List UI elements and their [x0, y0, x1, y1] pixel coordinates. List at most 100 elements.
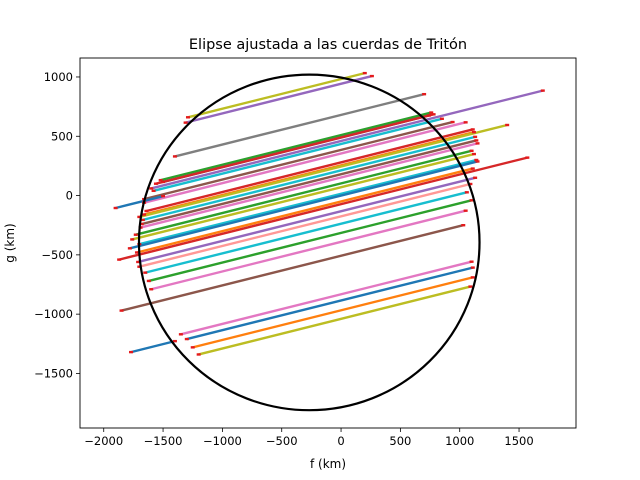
chord-32-start-marker [190, 346, 195, 349]
chord-line-12 [146, 128, 474, 213]
chord-13-end-marker [471, 130, 476, 134]
chord-line-11 [115, 194, 164, 210]
chord-4-end-marker [426, 114, 431, 117]
chord-lines [115, 71, 544, 356]
chord-28-start-marker [149, 288, 154, 291]
x-axis-label: f (km) [310, 457, 346, 471]
chord-7-end-marker [439, 117, 444, 120]
chord-1-end-marker [362, 71, 367, 75]
chord-21-end-marker [475, 160, 480, 163]
chord-22-end-marker [470, 167, 475, 170]
chord-15-end-marker [473, 135, 478, 139]
chord-line-24 [137, 176, 476, 264]
chord-line-17 [140, 142, 478, 229]
chord-15-start-marker [140, 218, 145, 222]
chord-18-start-marker [133, 233, 138, 236]
chord-9-end-marker [450, 120, 455, 124]
chord-33-end-marker [172, 339, 177, 343]
chord-line-34 [198, 285, 471, 356]
chord-19-start-marker [130, 238, 135, 241]
chord-13-start-marker [142, 213, 147, 216]
chord-14-start-marker [137, 215, 142, 219]
x-tick-label: 0 [337, 434, 344, 448]
chord-line-18 [135, 149, 472, 236]
plot-frame [79, 57, 577, 429]
y-tick-label: −1000 [34, 307, 73, 321]
chord-2-end-marker [369, 74, 374, 78]
chord-line-29 [121, 224, 464, 312]
chord-line-32 [192, 276, 474, 349]
chord-31-start-marker [184, 337, 189, 341]
chord-1-start-marker [185, 116, 190, 119]
chord-31-end-marker [470, 266, 475, 269]
chord-3-start-marker [158, 178, 163, 182]
chord-line-6 [150, 89, 544, 190]
chord-12-end-marker [470, 128, 475, 131]
chord-11-end-marker [161, 194, 166, 198]
chord-line-25 [139, 182, 471, 268]
chord-22-start-marker [134, 251, 139, 254]
fitted-ellipse [137, 73, 481, 412]
chord-32-end-marker [470, 276, 475, 279]
chord-28-end-marker [463, 209, 468, 212]
chord-line-28 [150, 209, 466, 291]
chord-29-start-marker [119, 309, 124, 312]
chord-16-start-marker [139, 222, 144, 226]
chord-line-2 [185, 74, 373, 124]
chord-line-9 [143, 120, 453, 201]
chord-30-end-marker [469, 260, 474, 263]
x-tick-label: −2000 [84, 434, 123, 448]
chord-27-start-marker [146, 279, 151, 283]
chord-5-start-marker [153, 182, 158, 185]
chord-8-end-marker [422, 92, 427, 96]
chord-4-start-marker [161, 180, 166, 184]
chord-19-end-marker [471, 152, 476, 156]
chord-23-start-marker [117, 258, 122, 261]
chord-11-start-marker [113, 206, 118, 210]
chord-16-end-marker [474, 139, 479, 142]
chord-10-end-marker [463, 121, 468, 124]
chord-line-33 [130, 339, 176, 354]
chord-line-23 [118, 156, 528, 261]
chord-line-8 [174, 93, 425, 158]
x-tick-label: 1000 [445, 434, 474, 448]
chord-6-end-marker [540, 89, 545, 92]
x-tick-label: −1000 [203, 434, 242, 448]
chord-18-end-marker [469, 149, 474, 152]
chord-line-15 [142, 135, 476, 222]
y-axis-label: g (km) [3, 223, 17, 262]
chord-26-start-marker [143, 271, 148, 274]
chart-title: Elipse ajustada a las cuerdas de Tritón [189, 37, 467, 53]
x-tick-label: 500 [389, 434, 411, 448]
x-tick-label: −500 [266, 434, 298, 448]
chord-17-end-marker [475, 142, 480, 145]
chord-34-end-marker [468, 285, 473, 288]
x-tick-label: −1500 [144, 434, 183, 448]
x-tick-label: 1500 [504, 434, 533, 448]
chord-line-1 [187, 71, 366, 119]
chord-line-30 [180, 260, 472, 336]
chord-21-start-marker [127, 247, 132, 250]
chord-3-end-marker [429, 111, 434, 114]
chord-20-end-marker [474, 158, 479, 162]
chord-27-end-marker [469, 199, 474, 202]
chord-5-end-marker [431, 113, 436, 116]
chord-line-10 [143, 121, 466, 204]
chord-12-start-marker [144, 209, 149, 213]
chord-line-3 [160, 111, 432, 182]
chord-29-end-marker [461, 224, 466, 227]
chord-line-26 [144, 191, 468, 274]
chord-line-19 [131, 152, 475, 241]
y-axis-ticks: −1500 −1000 −500 0 500 1000 [34, 70, 80, 380]
chord-6-start-marker [149, 187, 154, 190]
chord-line-20 [139, 158, 477, 246]
chord-25-end-marker [468, 182, 473, 186]
chord-24-start-marker [136, 260, 141, 264]
chord-24-end-marker [473, 176, 478, 179]
chord-25-start-marker [137, 265, 142, 268]
x-axis-ticks: −2000 −1500 −1000 −500 0 500 1000 1500 [84, 428, 534, 448]
chord-30-start-marker [178, 333, 183, 336]
chord-23-end-marker [525, 156, 530, 159]
